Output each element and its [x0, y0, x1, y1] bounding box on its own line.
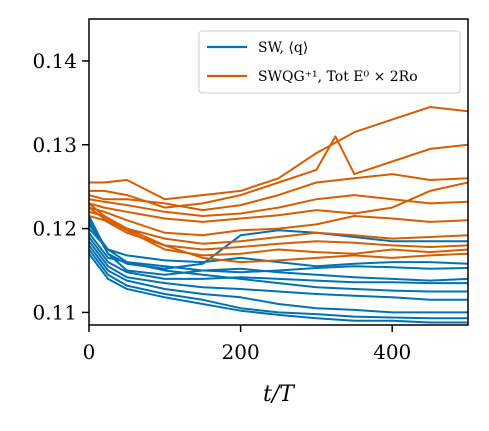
y-axis: 0.11 0.12 0.13 0.14	[32, 49, 89, 324]
legend-box	[198, 30, 461, 94]
series-line-orange-19	[89, 202, 468, 264]
series-line-blue-3	[89, 219, 468, 282]
series-line-blue-7	[89, 244, 468, 314]
x-tick-label: 200	[222, 340, 260, 364]
series-line-orange-18	[89, 206, 468, 257]
x-axis: 0 200 400	[83, 325, 411, 364]
y-tick-label: 0.12	[32, 217, 77, 241]
series-line-blue-9	[89, 253, 468, 324]
series-line-orange-11	[89, 135, 468, 209]
series-line-orange-10	[89, 106, 468, 201]
series-line-orange-13	[89, 194, 468, 217]
series-line-blue-4	[89, 236, 468, 285]
series-line-orange-15	[89, 206, 468, 237]
series-line-blue-5	[89, 223, 468, 293]
series-line-orange-14	[89, 181, 468, 223]
y-tick-label: 0.11	[32, 300, 77, 324]
x-tick-label: 0	[83, 340, 96, 364]
series-line-blue-8	[89, 248, 468, 320]
x-tick-label: 400	[373, 340, 411, 364]
x-axis-title: t/T	[263, 382, 296, 407]
legend: SW, ⟨q⟩ SWQG⁺¹, Tot E⁰ × 2Ro	[198, 30, 461, 94]
y-tick-label: 0.13	[32, 133, 77, 157]
plot-frame	[88, 18, 469, 326]
series-line-blue-6	[89, 240, 468, 301]
series-line-orange-12	[89, 173, 468, 212]
legend-label-sw: SW, ⟨q⟩	[258, 40, 308, 56]
series-line-blue-1	[89, 227, 468, 268]
series-layer	[89, 106, 468, 324]
y-tick-label: 0.14	[32, 49, 77, 73]
legend-label-swqg: SWQG⁺¹, Tot E⁰ × 2Ro	[258, 69, 418, 85]
series-line-orange-17	[89, 215, 468, 251]
